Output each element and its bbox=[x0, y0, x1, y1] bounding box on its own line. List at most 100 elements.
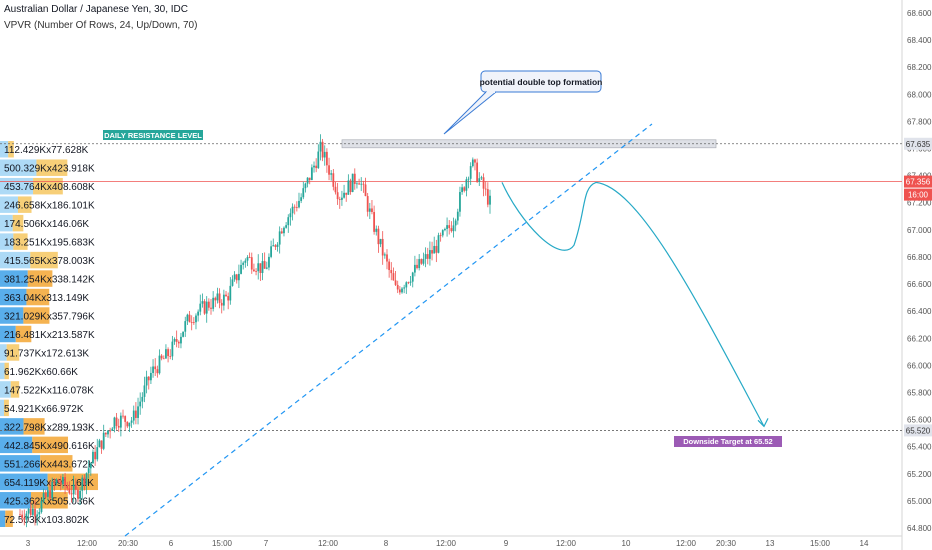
candle-body bbox=[177, 341, 180, 344]
price-badge-label: 67.635 bbox=[906, 140, 931, 149]
candle-body bbox=[250, 257, 253, 270]
chart-title: Australian Dollar / Japanese Yen, 30, ID… bbox=[4, 4, 188, 15]
candle-body bbox=[310, 167, 313, 180]
vp-up-bar bbox=[0, 362, 5, 380]
candle-body bbox=[450, 228, 453, 232]
candle-body bbox=[306, 177, 309, 184]
target-label-bg bbox=[674, 436, 782, 447]
candle-body bbox=[394, 280, 397, 285]
candle-body bbox=[49, 490, 51, 499]
candle-body bbox=[199, 303, 202, 312]
vp-up-bar bbox=[0, 307, 24, 324]
candle-body bbox=[433, 245, 436, 254]
candle-body bbox=[313, 165, 315, 168]
candle-body bbox=[317, 151, 320, 169]
vp-down-bar bbox=[8, 141, 14, 158]
candle-body bbox=[459, 192, 461, 212]
candle-body bbox=[437, 235, 440, 253]
candle-body bbox=[188, 314, 191, 323]
candle-body bbox=[268, 256, 270, 268]
candle-body bbox=[111, 428, 114, 431]
candle-body bbox=[308, 177, 311, 180]
candle-body bbox=[390, 270, 393, 274]
vp-down-bar bbox=[23, 307, 50, 324]
y-tick-label: 67.000 bbox=[907, 226, 932, 235]
candle-body bbox=[278, 231, 281, 245]
candle-body bbox=[253, 269, 255, 272]
vp-row-label: 425.362Kx505.036K bbox=[4, 496, 95, 507]
candle-body bbox=[94, 451, 97, 460]
y-tick-label: 68.000 bbox=[907, 90, 932, 99]
vp-up-bar bbox=[0, 492, 31, 509]
vp-down-bar bbox=[33, 177, 63, 195]
candle-body bbox=[107, 430, 109, 435]
candle-body bbox=[222, 294, 225, 306]
candle-body bbox=[351, 173, 354, 193]
y-tick-label: 66.400 bbox=[907, 307, 932, 316]
candle-body bbox=[66, 486, 69, 489]
price-badge bbox=[904, 424, 932, 437]
candle-body bbox=[424, 254, 427, 259]
candle-body bbox=[34, 508, 36, 517]
candle-body bbox=[137, 406, 139, 418]
vp-up-bar bbox=[0, 399, 5, 417]
candle-body bbox=[452, 225, 455, 232]
candle-body bbox=[203, 301, 206, 314]
price-badge-label: 67.356 bbox=[906, 178, 931, 187]
vp-up-bar bbox=[0, 251, 31, 269]
candle-body bbox=[36, 514, 39, 517]
candle-body bbox=[244, 260, 247, 263]
candle-body bbox=[115, 417, 118, 426]
candle-body bbox=[411, 272, 414, 282]
vp-down-bar bbox=[40, 455, 73, 472]
candle-body bbox=[79, 490, 81, 499]
y-tick-label: 65.400 bbox=[907, 443, 932, 452]
candle-body bbox=[98, 440, 101, 448]
candle-body bbox=[272, 245, 275, 247]
forecast-path bbox=[501, 181, 765, 427]
candle-body bbox=[280, 231, 283, 234]
candle-body bbox=[287, 217, 290, 226]
candle-body bbox=[330, 173, 333, 175]
candle-body bbox=[124, 416, 127, 422]
candle-body bbox=[55, 479, 58, 484]
candle-body bbox=[231, 279, 234, 286]
vp-up-bar bbox=[0, 159, 37, 176]
candle-body bbox=[446, 225, 448, 229]
vp-down-bar bbox=[6, 344, 20, 361]
vp-row-label: 54.921Kx66.972K bbox=[4, 404, 84, 415]
candle-body bbox=[405, 282, 408, 288]
candle-body bbox=[293, 206, 296, 208]
candle-body bbox=[87, 468, 90, 474]
candle-body bbox=[156, 369, 159, 374]
y-tick-label: 66.800 bbox=[907, 253, 932, 262]
x-tick-label: 12:00 bbox=[436, 539, 457, 548]
candle-body bbox=[265, 267, 268, 269]
y-tick-label: 66.200 bbox=[907, 334, 932, 343]
x-tick-label: 12:00 bbox=[556, 539, 577, 548]
candle-body bbox=[298, 200, 300, 208]
candle-body bbox=[465, 179, 468, 191]
candle-body bbox=[184, 321, 187, 332]
candle-body bbox=[190, 322, 193, 323]
candle-body bbox=[59, 482, 62, 485]
candle-body bbox=[283, 227, 285, 234]
candle-body bbox=[51, 482, 54, 499]
candle-body bbox=[21, 514, 24, 518]
candle-body bbox=[276, 244, 279, 247]
candle-body bbox=[486, 189, 489, 205]
candle-body bbox=[381, 238, 384, 256]
vp-row-label: 61.962Kx60.66K bbox=[4, 367, 78, 378]
y-tick-label: 65.000 bbox=[907, 497, 932, 506]
vp-up-bar bbox=[0, 196, 18, 213]
callout-box bbox=[480, 70, 602, 93]
vp-up-bar bbox=[0, 325, 16, 343]
candle-body bbox=[214, 297, 217, 301]
candle-body bbox=[210, 307, 212, 309]
y-tick-label: 64.800 bbox=[907, 524, 932, 533]
candle-body bbox=[31, 508, 34, 515]
vp-row-label: 322.798Kx289.193K bbox=[4, 422, 95, 433]
vp-row-label: 72.503Kx103.802K bbox=[4, 515, 89, 526]
candle-body bbox=[476, 162, 479, 182]
